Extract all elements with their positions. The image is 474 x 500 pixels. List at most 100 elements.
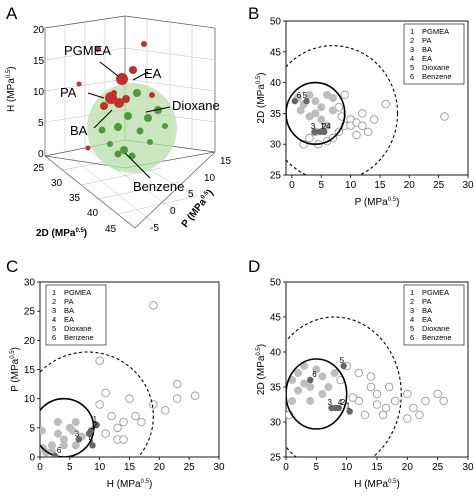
green-marker [124, 112, 132, 120]
green-marker [133, 89, 141, 97]
filled-point [306, 396, 315, 406]
open-point [101, 388, 110, 398]
legend-solvent-name: PA [422, 297, 431, 306]
red-marker [85, 145, 91, 151]
x-tick-label: 10 [345, 180, 357, 191]
z-tick: 15 [33, 56, 45, 67]
open-point [161, 406, 170, 415]
legend-solvent-name: PGMEA [64, 288, 91, 297]
green-marker [114, 123, 122, 131]
x-axis-label: P (MPa0.5) [180, 188, 216, 230]
legend-solvent-name: Dioxane [422, 324, 450, 333]
point-number-label: 3 [75, 430, 80, 439]
x-tick-label: 30 [213, 462, 225, 473]
y-tick-label: 40 [270, 348, 282, 359]
labeled-point [93, 421, 100, 429]
annotation-benzene: Benzene [133, 179, 184, 194]
open-point [305, 133, 314, 143]
red-marker [100, 102, 108, 110]
panel-a: A 20 15 10 5 0 H (MP [6, 4, 232, 239]
legend-number: 2 [52, 297, 56, 306]
open-point [403, 414, 412, 423]
red-marker [149, 92, 155, 98]
open-point [95, 400, 104, 409]
filled-point [328, 93, 338, 103]
open-point [354, 368, 364, 378]
x-tick: 15 [220, 156, 232, 167]
point-number-label: 2 [93, 421, 98, 430]
y-axis-label: 2D (MPa0.5) [36, 228, 87, 239]
annotation-ea: EA [144, 66, 162, 81]
open-point [381, 403, 391, 413]
z-tick: 10 [33, 87, 45, 98]
dashed-sphere-circle [286, 316, 402, 457]
labeled-point [51, 452, 59, 457]
open-point [119, 435, 128, 444]
legend-solvent-name: BA [422, 45, 432, 54]
open-point [372, 400, 382, 409]
red-marker [116, 73, 128, 85]
open-point [384, 382, 394, 392]
x-tick-label: 15 [371, 462, 383, 473]
labeled-point [307, 376, 314, 384]
annotation-arrows [87, 61, 171, 179]
green-marker [114, 150, 122, 158]
filled-point [311, 97, 320, 106]
panel-label-c: C [6, 257, 18, 276]
labeled-point [340, 362, 347, 370]
green-marker [144, 114, 152, 122]
x-tick: 0 [170, 206, 176, 217]
point-number-label: 5 [340, 356, 345, 365]
legend-box [403, 23, 465, 85]
y-axis-label: 2D (MPa0.5) [256, 344, 267, 395]
panel-label-b: B [248, 4, 259, 23]
point-number-label: 5 [303, 91, 308, 100]
legend-solvent-name: EA [64, 315, 74, 324]
legend-solvent-name: BA [64, 306, 74, 315]
open-point [352, 130, 361, 140]
solid-sphere-circle [286, 81, 346, 145]
legend-number: 6 [410, 72, 414, 81]
x-axis-ticks: -5 0 5 10 15 [150, 156, 232, 234]
legend-number: 5 [52, 324, 56, 333]
x-tick-label: 20 [404, 180, 416, 191]
y-tick-label: 25 [24, 307, 36, 318]
x-tick-label: 15 [124, 462, 136, 473]
open-point [421, 396, 430, 406]
filled-point [323, 121, 332, 130]
red-markers [76, 41, 155, 151]
filled-point [305, 90, 314, 99]
filled-point [53, 429, 62, 438]
open-point [378, 410, 388, 420]
open-point [340, 90, 349, 100]
legend-solvent-name: PGMEA [422, 27, 449, 36]
x-tick-label: 15 [374, 180, 386, 191]
y-tick-label: 35 [270, 383, 282, 394]
z-tick: 0 [38, 149, 44, 160]
filled-point [68, 426, 77, 435]
filled-point [312, 365, 321, 374]
annotation-pgmea: PGMEA [64, 43, 111, 58]
open-point [369, 115, 379, 124]
open-point [131, 411, 140, 421]
green-marker [136, 127, 144, 135]
green-markers [98, 89, 168, 160]
labeled-point [75, 436, 82, 443]
y-axis-ticks: 25 30 35 40 45 [33, 163, 117, 235]
filled-point [71, 441, 80, 450]
open-point [113, 423, 122, 433]
open-point [358, 109, 367, 118]
filled-point [53, 417, 62, 427]
y-tick-label: 50 [270, 278, 282, 289]
x-axis-label: H (MPa0.5) [107, 479, 153, 490]
filled-point [317, 115, 326, 124]
open-point [95, 356, 104, 366]
x-tick-label: 20 [402, 462, 414, 473]
x-tick-label: 10 [94, 462, 106, 473]
legend-solvent-name: PGMEA [422, 288, 449, 297]
open-point [358, 121, 367, 130]
